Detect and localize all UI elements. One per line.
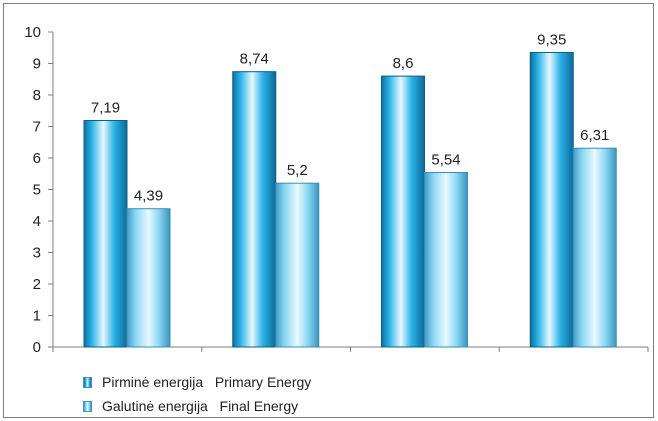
legend-item-final: Galutinė energija Final Energy	[83, 394, 311, 418]
y-tick-label: 2	[33, 276, 41, 293]
legend-swatch-primary	[83, 376, 92, 388]
data-label: 4,39	[134, 188, 163, 205]
data-label: 7,19	[91, 100, 120, 117]
data-label: 5,54	[431, 151, 460, 168]
bar-final	[424, 171, 468, 348]
y-tick-label: 9	[33, 56, 41, 73]
y-tick-label: 3	[33, 245, 41, 262]
bar-final	[572, 147, 617, 348]
legend: Pirminė energija Primary Energy Galutinė…	[83, 370, 311, 418]
data-label: 8,6	[393, 55, 414, 72]
legend-label-primary: Pirminė energija Primary Energy	[102, 374, 312, 390]
y-tick-label: 5	[33, 182, 41, 199]
bar-primary	[83, 120, 128, 348]
y-tick-label: 0	[33, 339, 41, 356]
bar-primary	[232, 71, 277, 348]
y-tick-label: 4	[33, 213, 41, 230]
y-tick-label: 7	[33, 119, 41, 136]
legend-swatch-final	[83, 400, 92, 412]
y-tick-label: 10	[24, 24, 41, 41]
data-label: 5,2	[287, 162, 308, 179]
y-tick-label: 6	[33, 150, 41, 167]
data-label: 9,35	[537, 31, 566, 48]
bar-primary	[529, 51, 574, 348]
bar-final	[275, 182, 320, 348]
bar-final	[126, 208, 171, 348]
y-tick-label: 8	[33, 87, 41, 104]
legend-item-primary: Pirminė energija Primary Energy	[83, 370, 311, 394]
bar-primary	[381, 75, 425, 348]
data-label: 8,74	[240, 51, 269, 68]
legend-label-final: Galutinė energija Final Energy	[102, 398, 299, 414]
data-label: 6,31	[580, 127, 609, 144]
y-tick-label: 1	[33, 308, 41, 325]
